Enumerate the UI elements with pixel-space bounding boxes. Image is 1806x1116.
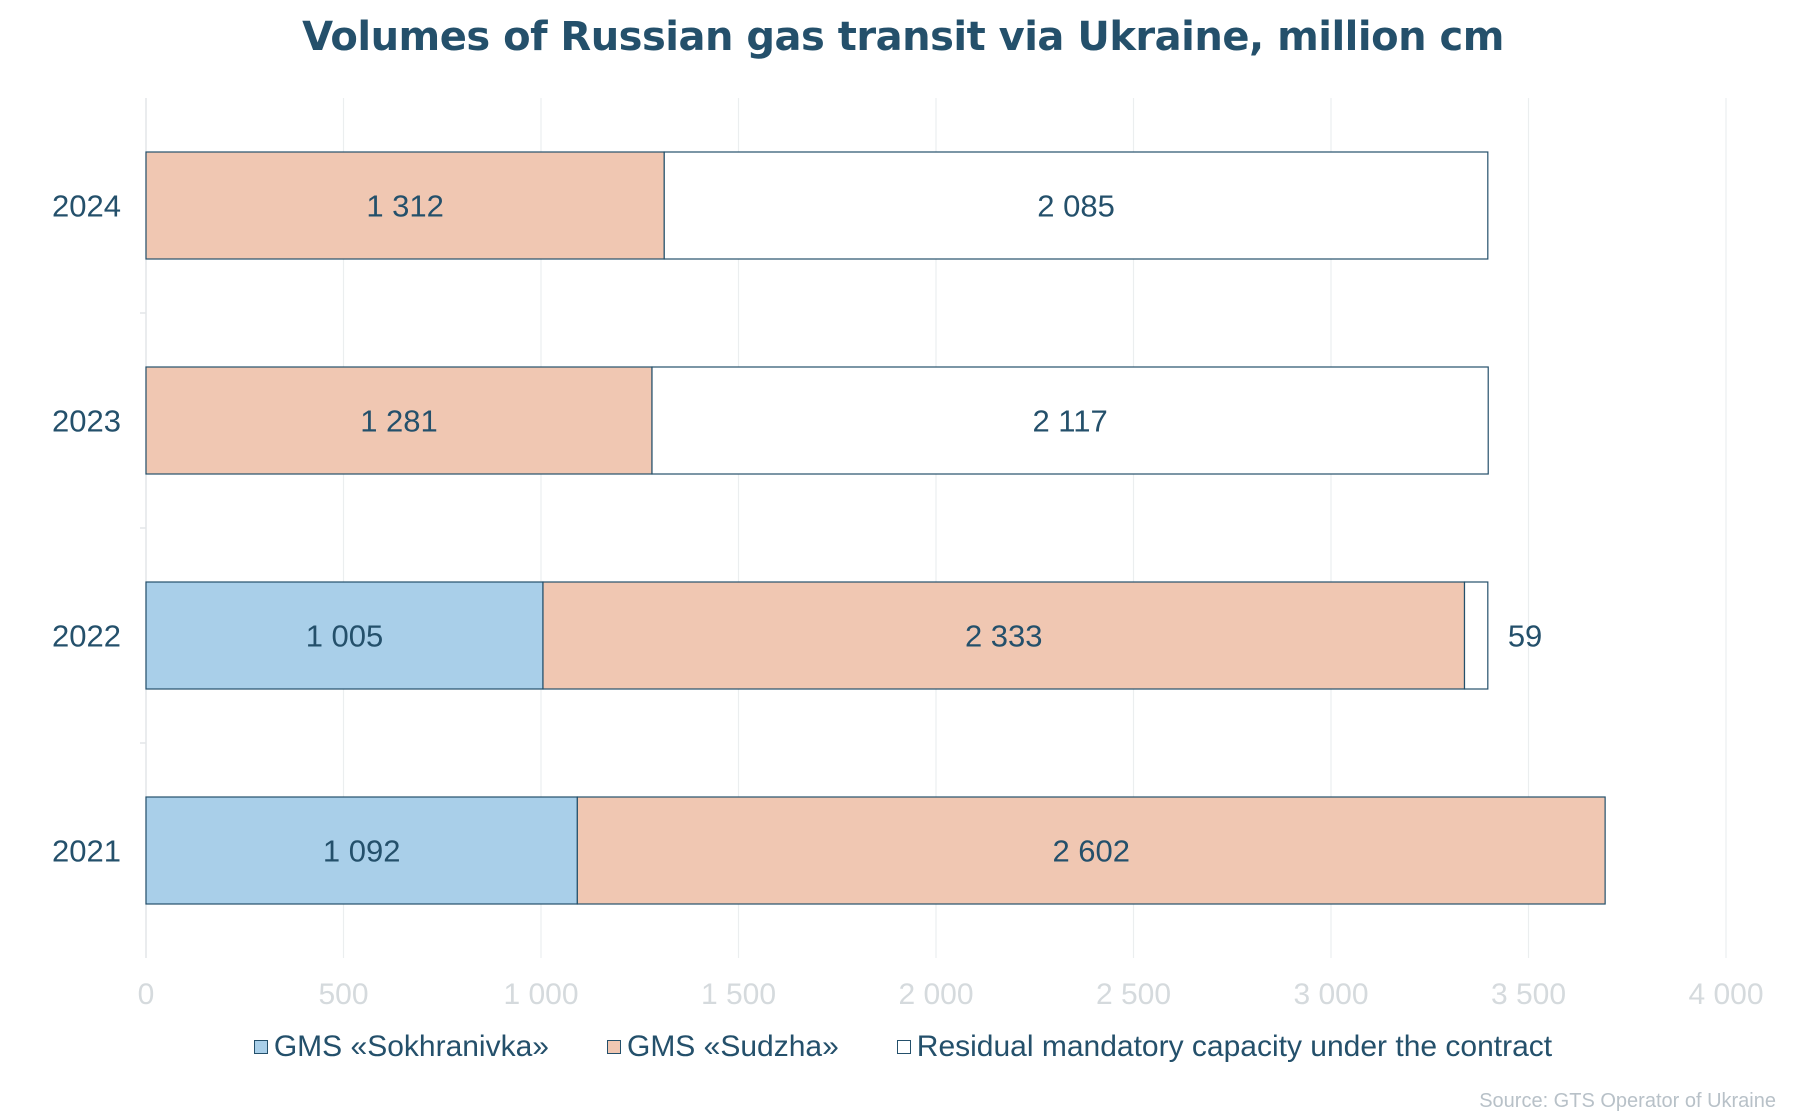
x-tick-label: 3 000 [1293,978,1368,1011]
x-tick-label: 4 000 [1688,978,1763,1011]
legend-item: GMS «Sokhranivka» [253,1030,549,1064]
bar-segment [542,581,1466,690]
legend-label: GMS «Sokhranivka» [273,1030,549,1063]
y-tick-label: 2024 [52,189,121,224]
x-tick-label: 1 000 [503,978,578,1011]
bar-segment [145,151,665,260]
data-label: 2 117 [1032,404,1107,439]
data-label: 1 281 [360,404,438,439]
axes: 0 500 1 000 1 500 2 000 2 500 3 000 3 500 4 000 2… [52,98,1764,1011]
x-tick-label: 1 500 [701,978,776,1011]
legend-label: GMS «Sudzha» [626,1030,839,1063]
bars [145,151,1606,905]
legend: GMS «Sokhranivka» GMS «Sudzha» Residual ma… [0,1030,1806,1064]
data-label: 1 092 [323,834,401,869]
x-tick-label: 3 500 [1491,978,1566,1011]
data-label: 2 333 [965,619,1043,654]
bar-segment [145,581,544,690]
legend-item: Residual mandatory capacity under the co… [896,1030,1553,1064]
bar-segment [663,151,1489,260]
data-label: 59 [1508,619,1542,654]
legend-swatch [253,1040,268,1054]
y-tick-label: 2022 [52,619,121,654]
x-tick-label: 0 [138,978,155,1011]
data-labels: 1 312 2 085 1 281 2 117 1 005 2 333 59 1 092 2 6… [306,189,1543,869]
bar-segment [145,366,653,475]
data-label: 2 085 [1037,189,1115,224]
legend-swatch [896,1040,911,1054]
legend-item: GMS «Sudzha» [606,1030,839,1064]
y-tick-label: 2021 [52,834,121,869]
bar-segment [651,366,1489,475]
x-tick-label: 500 [318,978,368,1011]
x-tick-label: 2 500 [1096,978,1171,1011]
data-label: 2 602 [1052,834,1130,869]
data-label: 1 312 [366,189,444,224]
bar-segment [576,796,1606,905]
data-label: 1 005 [306,619,384,654]
legend-swatch [606,1040,621,1054]
bar-segment [145,796,578,905]
source-note: Source: GTS Operator of Ukraine [1479,1090,1776,1112]
x-tick-label: 2 000 [898,978,973,1011]
chart-title: Volumes of Russian gas transit via Ukrai… [302,14,1504,60]
y-tick-label: 2023 [52,404,121,439]
legend-label: Residual mandatory capacity under the co… [916,1030,1553,1063]
bar-segment [1463,581,1489,690]
